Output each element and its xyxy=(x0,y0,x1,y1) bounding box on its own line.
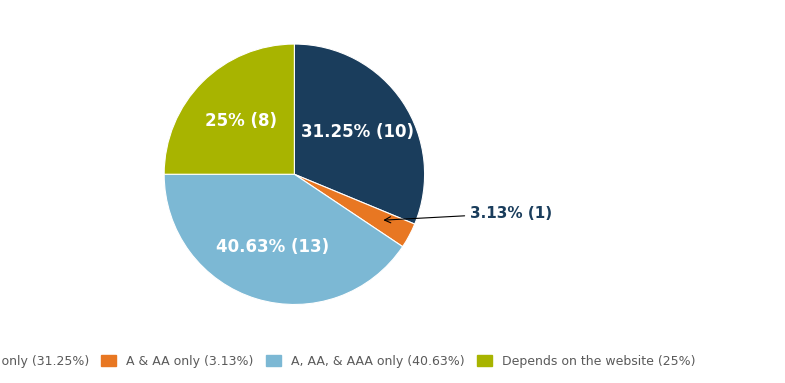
Text: 31.25% (10): 31.25% (10) xyxy=(301,123,414,141)
Legend: A only (31.25%), A & AA only (3.13%), A, AA, & AAA only (40.63%), Depends on the: A only (31.25%), A & AA only (3.13%), A,… xyxy=(0,350,701,373)
Wedge shape xyxy=(294,44,425,224)
Wedge shape xyxy=(164,174,403,304)
Text: 40.63% (13): 40.63% (13) xyxy=(216,237,329,255)
Wedge shape xyxy=(294,174,414,247)
Text: 3.13% (1): 3.13% (1) xyxy=(385,206,553,223)
Text: 25% (8): 25% (8) xyxy=(205,112,277,130)
Wedge shape xyxy=(164,44,294,174)
